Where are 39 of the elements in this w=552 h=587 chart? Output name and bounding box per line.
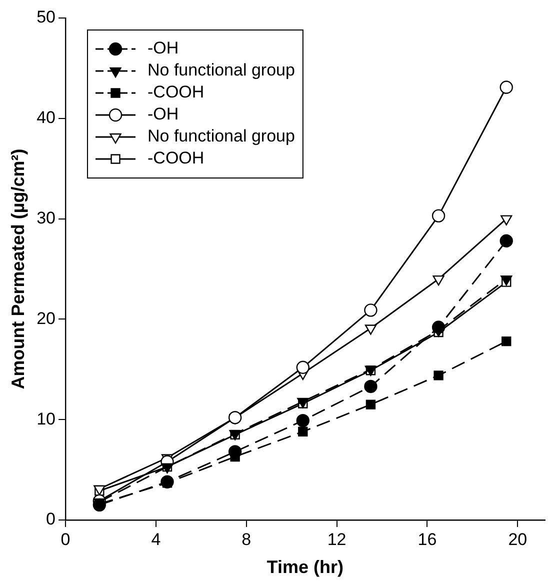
point (432, 320, 446, 334)
point (502, 336, 512, 346)
point (228, 410, 242, 424)
legend-label: -OH (148, 104, 179, 124)
point (364, 304, 378, 317)
legend-label: No functional group (148, 60, 295, 80)
point (364, 324, 377, 335)
y-tick-label: 40 (36, 108, 56, 128)
legend-label: -COOH (148, 82, 204, 102)
point (432, 209, 446, 222)
point (432, 275, 444, 286)
point (296, 360, 310, 374)
point (298, 426, 308, 436)
x-tick-label: 16 (418, 530, 437, 549)
x-tick-label: 4 (151, 530, 161, 549)
point (296, 414, 310, 428)
y-tick-label: 10 (36, 409, 56, 428)
y-tick-label: 0 (46, 510, 56, 529)
point (160, 475, 174, 488)
x-tick-label: 8 (242, 530, 252, 549)
x-tick-label: 20 (508, 530, 528, 549)
legend-label: -COOH (148, 148, 204, 168)
point (364, 380, 378, 394)
legend-label: -OH (148, 38, 179, 58)
y-tick-label: 30 (36, 208, 56, 228)
x-axis-title: Time (hr) (266, 557, 344, 578)
y-tick-label: 20 (36, 308, 56, 328)
point (500, 215, 512, 226)
point (500, 234, 513, 248)
point (434, 370, 444, 380)
legend-label: No functional group (148, 126, 295, 146)
point (500, 80, 513, 94)
y-tick-label: 50 (36, 8, 56, 27)
x-tick-label: 12 (327, 530, 346, 549)
point (92, 498, 106, 512)
point (366, 400, 376, 410)
x-tick-label: 0 (60, 530, 70, 549)
point (228, 445, 242, 458)
y-axis-title: Amount Permeated (µg/cm²) (8, 148, 28, 390)
